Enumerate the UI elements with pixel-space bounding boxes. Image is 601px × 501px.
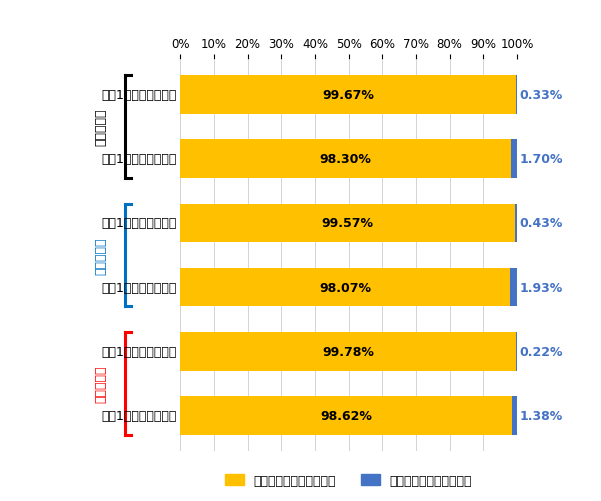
Text: 98.30%: 98.30% xyxy=(320,153,371,166)
Bar xyxy=(180,396,512,435)
Bar xyxy=(516,76,517,115)
Text: 過去1年飲酒経験あり: 過去1年飲酒経験あり xyxy=(102,409,177,422)
Bar xyxy=(511,140,517,179)
Text: 98.62%: 98.62% xyxy=(320,409,372,422)
Bar xyxy=(516,204,517,242)
Bar xyxy=(180,269,510,307)
Text: 過去1年飲酒経験なし: 過去1年飲酒経験なし xyxy=(102,89,177,102)
Text: 過去1年飲酒経験なし: 過去1年飲酒経験なし xyxy=(102,217,177,230)
Text: 中学生全体: 中学生全体 xyxy=(95,109,108,146)
Text: 98.07%: 98.07% xyxy=(319,281,371,294)
Bar xyxy=(516,332,517,371)
Text: 男子中学生: 男子中学生 xyxy=(95,237,108,274)
Bar xyxy=(180,204,516,242)
Text: 99.78%: 99.78% xyxy=(322,345,374,358)
Text: 女子中学生: 女子中学生 xyxy=(95,365,108,402)
Text: 過去1年飲酒経験あり: 過去1年飲酒経験あり xyxy=(102,281,177,294)
Text: 0.22%: 0.22% xyxy=(519,345,563,358)
Legend: 有機溶剤の生涯経験なし, 有機溶剤の生涯経験あり: 有機溶剤の生涯経験なし, 有機溶剤の生涯経験あり xyxy=(220,468,477,491)
Bar xyxy=(512,396,517,435)
Text: 99.67%: 99.67% xyxy=(322,89,374,102)
Bar xyxy=(510,269,517,307)
Text: 過去1年飲酒経験あり: 過去1年飲酒経験あり xyxy=(102,153,177,166)
Text: 0.33%: 0.33% xyxy=(519,89,563,102)
Bar xyxy=(180,332,516,371)
Bar xyxy=(180,76,516,115)
Text: 過去1年飲酒経験なし: 過去1年飲酒経験なし xyxy=(102,345,177,358)
Text: 1.70%: 1.70% xyxy=(519,153,563,166)
Text: 1.93%: 1.93% xyxy=(519,281,563,294)
Bar xyxy=(180,140,511,179)
Text: 1.38%: 1.38% xyxy=(519,409,563,422)
Text: 0.43%: 0.43% xyxy=(519,217,563,230)
Text: 99.57%: 99.57% xyxy=(322,217,374,230)
